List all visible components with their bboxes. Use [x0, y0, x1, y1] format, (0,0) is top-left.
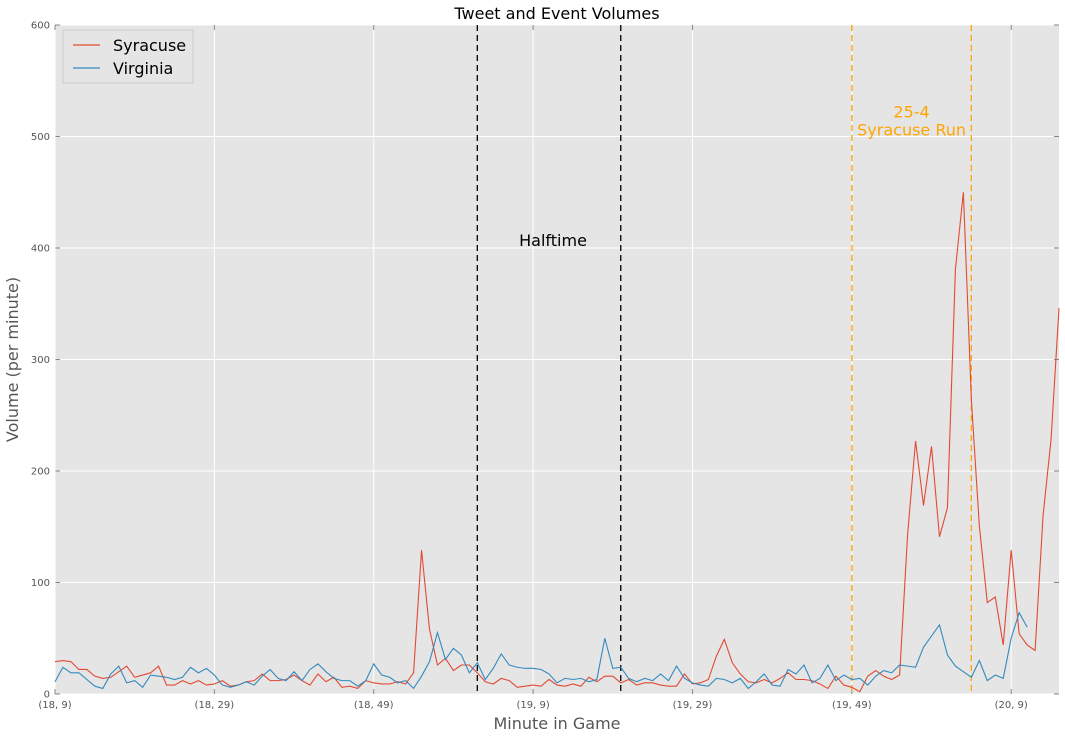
y-tick-label: 600 [31, 21, 50, 32]
x-tick-label: (19, 9) [516, 700, 549, 711]
tick-labels: 0 100 200 300 400 500 600 (18, 9) (18, 29) (18, 4… [31, 21, 1028, 712]
x-tick-label: (20, 9) [995, 700, 1028, 711]
y-tick-label: 300 [31, 355, 50, 366]
chart-title: Tweet and Event Volumes [453, 4, 659, 23]
series-line-virginia [54, 611, 1028, 690]
y-tick-label: 0 [44, 690, 50, 701]
x-tick-label: (19, 49) [832, 700, 872, 711]
annotation-text: 25-4 Syracuse Run [857, 103, 966, 140]
x-tick-label: (18, 49) [354, 700, 394, 711]
y-tick-label: 200 [31, 467, 50, 478]
y-tick-label: 400 [31, 244, 50, 255]
x-tick-label: (18, 9) [38, 700, 71, 711]
y-axis-title: Volume (per minute) [3, 277, 22, 442]
x-tick-label: (18, 29) [195, 700, 235, 711]
y-tick-label: 100 [31, 578, 50, 589]
legend-box [62, 29, 194, 84]
x-axis-title: Minute in Game [493, 714, 620, 733]
annotations: Halftime 25-4 Syracuse Run [519, 103, 966, 250]
y-tick-label: 500 [31, 132, 50, 143]
vertical-markers [476, 25, 972, 694]
series-lines [54, 192, 1060, 693]
series-line-syracuse [54, 192, 1060, 693]
annotation-text: Halftime [519, 231, 587, 250]
legend-label: Syracuse [113, 36, 186, 55]
grid [54, 24, 1059, 695]
x-tick-label: (19, 29) [673, 700, 713, 711]
legend: Syracuse Virginia [62, 29, 194, 84]
legend-label: Virginia [113, 59, 173, 78]
